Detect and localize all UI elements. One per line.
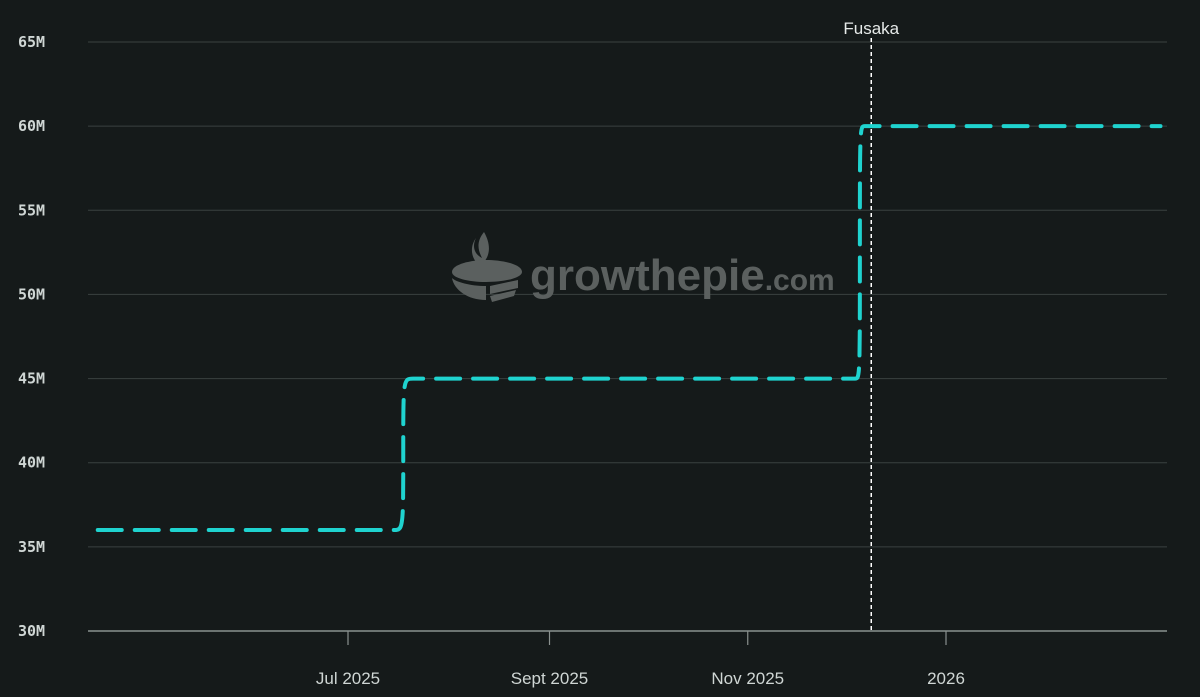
y-tick-label: 45M	[18, 370, 45, 388]
x-tick-label: Jul 2025	[316, 669, 380, 688]
x-tick-label: Nov 2025	[711, 669, 784, 688]
x-axis: Jul 2025 Sept 2025 Nov 2025 2026	[316, 631, 965, 688]
grid-lines	[88, 41, 1167, 632]
x-tick-label: 2026	[927, 669, 965, 688]
y-tick-label: 65M	[18, 33, 45, 51]
watermark: growthepie.com	[452, 232, 835, 302]
y-tick-label: 30M	[18, 622, 45, 640]
annotation-label: Fusaka	[843, 19, 899, 38]
series-layer	[95, 124, 1163, 533]
watermark-text: growthepie.com	[530, 251, 835, 300]
annotations: Fusaka	[843, 19, 900, 631]
y-tick-label: 40M	[18, 454, 45, 472]
y-tick-label: 35M	[18, 538, 45, 556]
series-line	[95, 124, 1163, 533]
y-tick-label: 55M	[18, 201, 45, 219]
y-tick-label: 60M	[18, 117, 45, 135]
x-tick-label: Sept 2025	[511, 669, 589, 688]
y-axis: 30M 35M 40M 45M 50M 55M 60M 65M	[18, 33, 45, 640]
pie-logo-icon	[452, 232, 522, 302]
y-tick-label: 50M	[18, 285, 45, 303]
